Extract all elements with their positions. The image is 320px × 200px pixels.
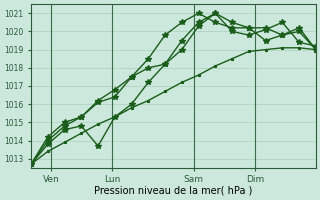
X-axis label: Pression niveau de la mer( hPa ): Pression niveau de la mer( hPa ): [94, 186, 252, 196]
